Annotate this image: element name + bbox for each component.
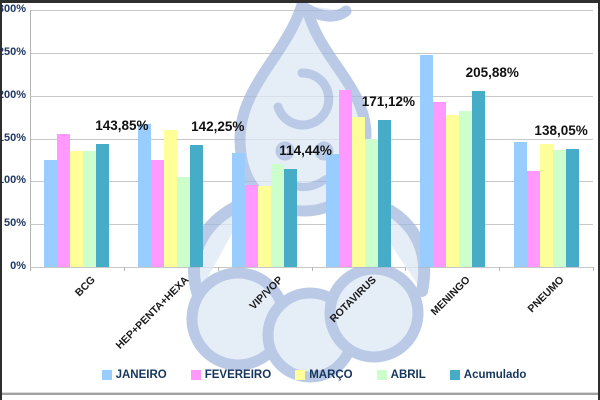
bar-acumulado-pneumo (565, 148, 579, 267)
bar-acumulado-bcg (96, 143, 110, 267)
gridline-200 (30, 95, 593, 97)
x-axis-tick (405, 267, 407, 271)
gridline-250 (30, 52, 593, 54)
bar-janeiro-pneumo (513, 141, 527, 267)
legend-label: JANEIRO (115, 369, 167, 381)
bar-março-pneumo (539, 144, 553, 267)
legend-swatch-março (295, 370, 306, 380)
legend-label: Acumulado (463, 369, 527, 381)
x-axis-tick (499, 267, 501, 271)
bar-abril-meningo (458, 111, 472, 267)
bar-março-meningo (445, 115, 459, 267)
bar-acumulado-rotavirus (377, 120, 391, 267)
x-axis-tick (123, 267, 125, 271)
y-tick-label: 100% (2, 174, 26, 187)
bar-abril-pneumo (552, 149, 566, 267)
gridline-150 (30, 138, 593, 140)
bar-acumulado-hep+penta+hexa (190, 145, 204, 267)
gridline-100 (30, 181, 593, 183)
bar-abril-bcg (83, 151, 97, 267)
legend-label: FEVEREIRO (204, 369, 272, 381)
bar-fevereiro-vip/vop (245, 184, 259, 267)
gridline-300 (30, 10, 593, 11)
category-label-vip/vop: VIP/VOP (246, 274, 286, 313)
category-label-hep+penta+hexa: HEP+PENTA+HEXA (113, 274, 192, 352)
chart-stage: 0% 50% 100% 150% 200% 250% 300% BCG HEP+PENTA+H… (2, 3, 598, 400)
legend-label: MARÇO (309, 369, 353, 381)
bar-março-vip/vop (258, 185, 272, 267)
bar-março-bcg (70, 151, 84, 267)
value-label-meningo: 205,88% (465, 64, 519, 80)
y-tick-label: 250% (2, 45, 26, 58)
legend-item-março: MARÇO (295, 369, 353, 381)
bar-janeiro-vip/vop (232, 153, 246, 267)
x-axis-tick (30, 267, 31, 271)
x-axis-tick (593, 267, 594, 271)
bar-fevereiro-bcg (57, 134, 71, 267)
value-label-rotavirus: 171,12% (361, 94, 416, 110)
legend-item-janeiro: JANEIRO (101, 369, 167, 381)
x-axis-tick (217, 267, 219, 271)
legend-swatch-fevereiro (190, 370, 201, 380)
legend-item-fevereiro: FEVEREIRO (190, 369, 272, 381)
legend-swatch-janeiro (101, 370, 112, 380)
y-tick-label: 300% (2, 3, 26, 15)
bar-janeiro-meningo (419, 54, 433, 267)
bottom-divider (2, 392, 598, 395)
value-label-pneumo: 138,05% (534, 122, 588, 138)
bar-acumulado-vip/vop (284, 168, 298, 267)
bar-fevereiro-rotavirus (338, 89, 352, 267)
category-label-pneumo: PNEUMO (525, 274, 567, 316)
value-label-hep+penta+hexa: 142,25% (191, 119, 245, 135)
bar-janeiro-bcg (44, 159, 58, 267)
y-tick-label: 0% (10, 260, 26, 272)
bar-fevereiro-hep+penta+hexa (151, 159, 165, 267)
bar-acumulado-meningo (471, 90, 485, 267)
gridline-50 (30, 224, 593, 226)
bar-janeiro-rotavirus (325, 153, 339, 267)
bar-abril-rotavirus (364, 138, 378, 267)
bar-março-rotavirus (351, 117, 365, 267)
bar-abril-vip/vop (271, 164, 285, 267)
legend-swatch-abril (376, 370, 387, 380)
legend-swatch-acumulado (449, 370, 460, 380)
category-label-meningo: MENINGO (428, 274, 473, 318)
y-axis-line (30, 10, 31, 271)
bar-fevereiro-pneumo (526, 171, 540, 267)
bar-março-hep+penta+hexa (164, 129, 178, 267)
category-label-rotavirus: ROTAVIRUS (327, 274, 379, 326)
value-label-vip/vop: 114,44% (279, 142, 332, 158)
legend-item-acumulado: Acumulado (449, 369, 527, 381)
bar-janeiro-hep+penta+hexa (138, 123, 152, 267)
y-tick-label: 200% (2, 88, 26, 101)
y-tick-label: 50% (3, 217, 26, 230)
legend-item-abril: ABRIL (376, 369, 426, 381)
bar-fevereiro-meningo (432, 101, 446, 267)
y-tick-label: 150% (2, 131, 26, 144)
bar-abril-hep+penta+hexa (177, 177, 191, 267)
category-label-bcg: BCG (72, 274, 98, 299)
legend: JANEIRO FEVEREIRO MARÇO ABRIL Acumulado (2, 369, 598, 381)
legend-label: ABRIL (390, 369, 426, 381)
x-axis-tick (311, 267, 313, 271)
value-label-bcg: 143,85% (95, 117, 149, 133)
